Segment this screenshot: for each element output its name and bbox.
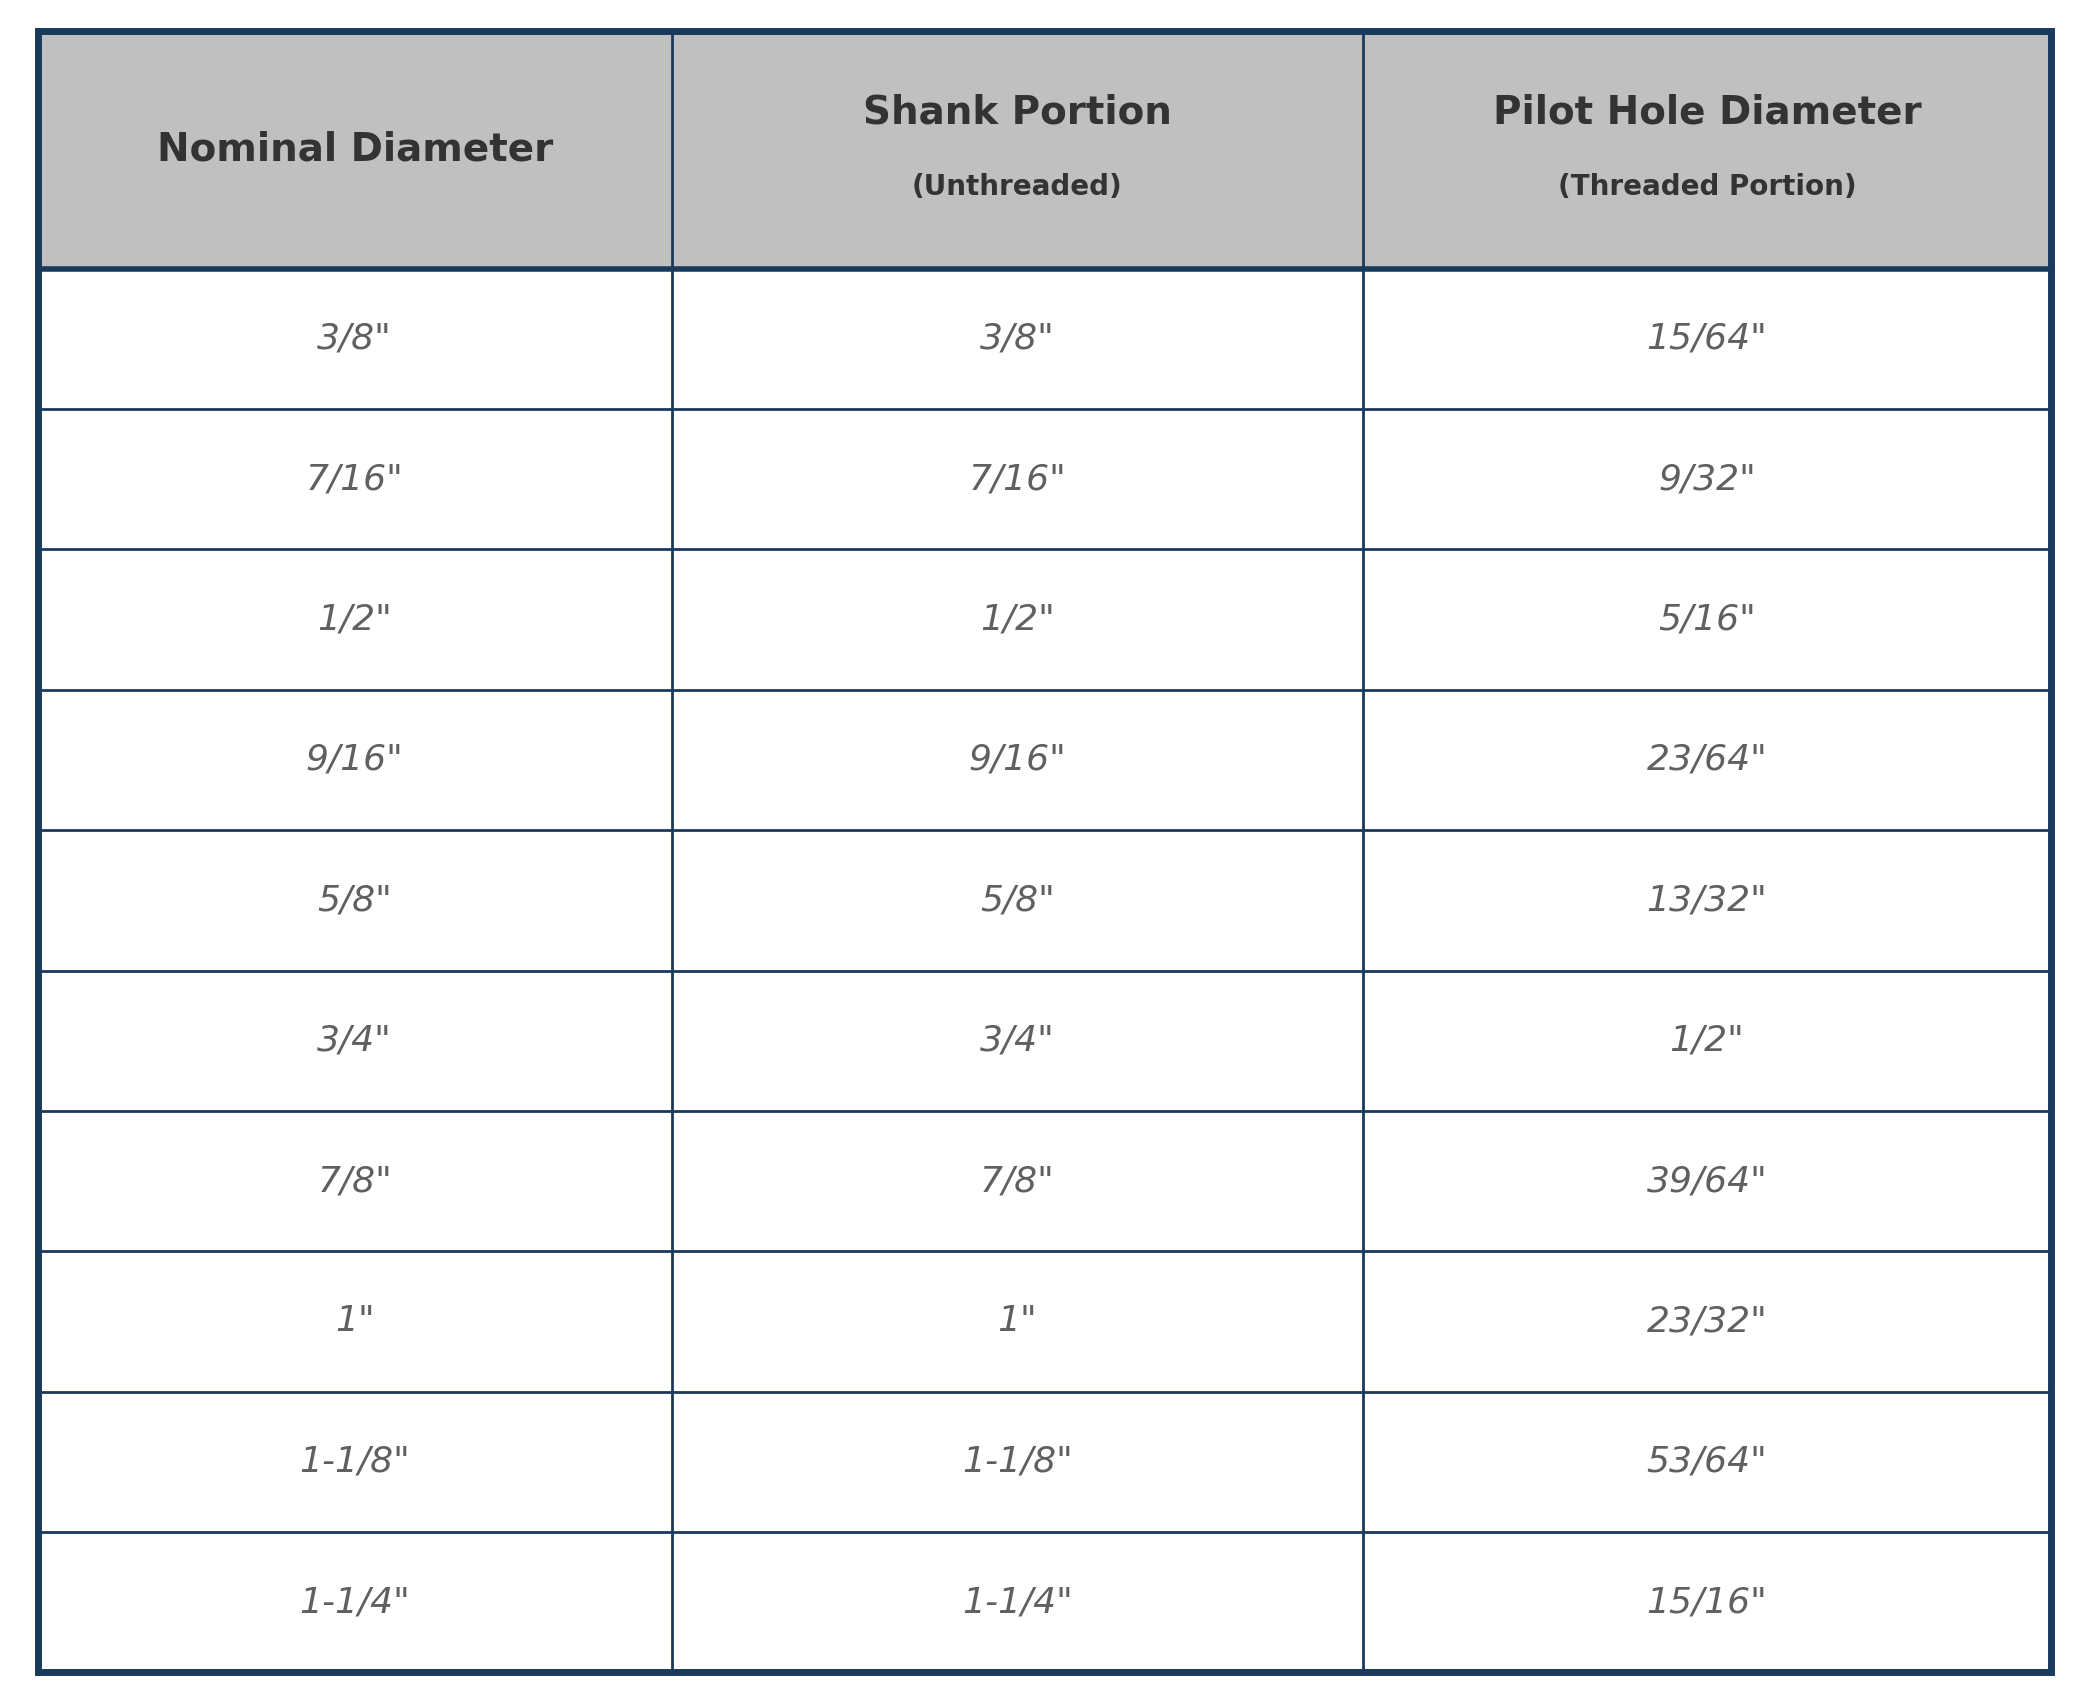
Text: 7/16": 7/16" xyxy=(969,462,1065,496)
Text: 7/8": 7/8" xyxy=(318,1165,393,1199)
Bar xyxy=(38,690,2051,829)
Bar xyxy=(38,1252,2051,1391)
Bar xyxy=(38,409,2051,550)
Text: 1": 1" xyxy=(334,1304,374,1339)
Bar xyxy=(38,31,2051,269)
Bar xyxy=(38,971,2051,1110)
Text: 1/2": 1/2" xyxy=(980,603,1055,637)
Text: Nominal Diameter: Nominal Diameter xyxy=(157,131,554,169)
Text: 1-1/8": 1-1/8" xyxy=(299,1444,409,1478)
Text: 7/16": 7/16" xyxy=(305,462,403,496)
Text: 3/8": 3/8" xyxy=(318,322,393,356)
Text: 9/32": 9/32" xyxy=(1659,462,1757,496)
Text: 53/64": 53/64" xyxy=(1646,1444,1767,1478)
Text: 5/16": 5/16" xyxy=(1659,603,1757,637)
Bar xyxy=(38,1533,2051,1672)
Text: 3/4": 3/4" xyxy=(980,1024,1055,1058)
Text: 1-1/8": 1-1/8" xyxy=(961,1444,1072,1478)
Text: 1/2": 1/2" xyxy=(318,603,393,637)
Bar xyxy=(38,1110,2051,1252)
Bar xyxy=(38,269,2051,409)
Text: 23/64": 23/64" xyxy=(1646,743,1767,777)
Text: 1": 1" xyxy=(999,1304,1036,1339)
Text: 3/8": 3/8" xyxy=(980,322,1055,356)
Text: 15/64": 15/64" xyxy=(1646,322,1767,356)
Text: 5/8": 5/8" xyxy=(318,884,393,918)
Text: 15/16": 15/16" xyxy=(1646,1585,1767,1620)
Bar xyxy=(38,1391,2051,1533)
Text: 1-1/4": 1-1/4" xyxy=(299,1585,409,1620)
Text: 13/32": 13/32" xyxy=(1646,884,1767,918)
Text: 1-1/4": 1-1/4" xyxy=(961,1585,1072,1620)
Bar xyxy=(38,829,2051,971)
Text: Shank Portion: Shank Portion xyxy=(863,94,1172,131)
Text: 23/32": 23/32" xyxy=(1646,1304,1767,1339)
Text: 9/16": 9/16" xyxy=(969,743,1065,777)
Text: (Threaded Portion): (Threaded Portion) xyxy=(1558,174,1857,201)
Text: Pilot Hole Diameter: Pilot Hole Diameter xyxy=(1494,94,1922,131)
Text: 39/64": 39/64" xyxy=(1646,1165,1767,1199)
Text: (Unthreaded): (Unthreaded) xyxy=(913,174,1122,201)
Text: 1/2": 1/2" xyxy=(1669,1024,1744,1058)
Text: 3/4": 3/4" xyxy=(318,1024,393,1058)
Text: 7/8": 7/8" xyxy=(980,1165,1055,1199)
Bar xyxy=(38,550,2051,690)
Text: 9/16": 9/16" xyxy=(305,743,403,777)
Text: 5/8": 5/8" xyxy=(980,884,1055,918)
